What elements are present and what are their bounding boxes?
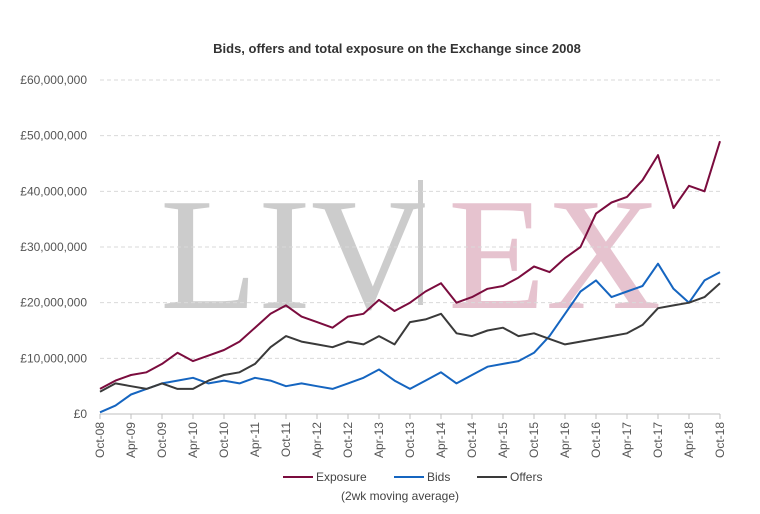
x-tick-label: Apr-09 bbox=[124, 422, 138, 458]
x-tick-label: Oct-11 bbox=[279, 422, 293, 457]
y-tick-label: £60,000,000 bbox=[20, 73, 87, 87]
legend-label-exposure: Exposure bbox=[316, 470, 367, 484]
y-tick-label: £40,000,000 bbox=[20, 184, 87, 198]
watermark-right: EX bbox=[448, 165, 661, 343]
x-tick-label: Oct-18 bbox=[713, 422, 727, 458]
legend-label-bids: Bids bbox=[427, 470, 450, 484]
x-tick-label: Oct-17 bbox=[651, 422, 665, 458]
x-tick-label: Apr-13 bbox=[372, 422, 386, 458]
watermark-logo: LIV EX bbox=[160, 165, 661, 343]
x-tick-label: Apr-10 bbox=[186, 422, 200, 458]
x-tick-label: Apr-11 bbox=[248, 422, 262, 457]
x-tick-label: Oct-13 bbox=[403, 422, 417, 458]
y-tick-label: £30,000,000 bbox=[20, 240, 87, 254]
x-tick-label: Apr-15 bbox=[496, 422, 510, 458]
series-line-offers bbox=[99, 282, 721, 393]
y-tick-label: £0 bbox=[74, 407, 88, 421]
x-tick-label: Apr-18 bbox=[682, 422, 696, 458]
x-tick-label: Apr-17 bbox=[620, 422, 634, 458]
x-tick-label: Oct-10 bbox=[217, 422, 231, 458]
x-tick-label: Apr-12 bbox=[310, 422, 324, 458]
y-axis-ticks: £0 £10,000,000 £20,000,000 £30,000,000 £40,0… bbox=[20, 73, 87, 421]
x-axis: Oct-08 Apr-09 Oct-09 Apr-10 Oct-10 Apr-11 Oct-… bbox=[93, 413, 727, 458]
watermark-left: LIV bbox=[160, 165, 427, 343]
legend: Exposure Bids Offers bbox=[283, 470, 542, 484]
legend-label-offers: Offers bbox=[510, 470, 542, 484]
x-tick-label: Oct-08 bbox=[93, 422, 107, 458]
y-tick-label: £50,000,000 bbox=[20, 129, 87, 143]
x-tick-label: Oct-12 bbox=[341, 422, 355, 458]
y-tick-label: £10,000,000 bbox=[20, 351, 87, 365]
x-tick-label: Oct-16 bbox=[589, 422, 603, 458]
x-tick-label: Oct-15 bbox=[527, 422, 541, 458]
series-lines bbox=[99, 140, 721, 414]
chart-note: (2wk moving average) bbox=[341, 489, 459, 503]
y-tick-label: £20,000,000 bbox=[20, 296, 87, 310]
x-tick-label: Oct-14 bbox=[465, 422, 479, 458]
chart-title: Bids, offers and total exposure on the E… bbox=[213, 41, 581, 56]
watermark-divider bbox=[418, 180, 423, 305]
x-tick-label: Apr-14 bbox=[434, 422, 448, 458]
x-tick-label: Apr-16 bbox=[558, 422, 572, 458]
x-tick-label: Oct-09 bbox=[155, 422, 169, 458]
series-line-exposure bbox=[99, 140, 721, 390]
series-line-bids bbox=[99, 262, 721, 414]
